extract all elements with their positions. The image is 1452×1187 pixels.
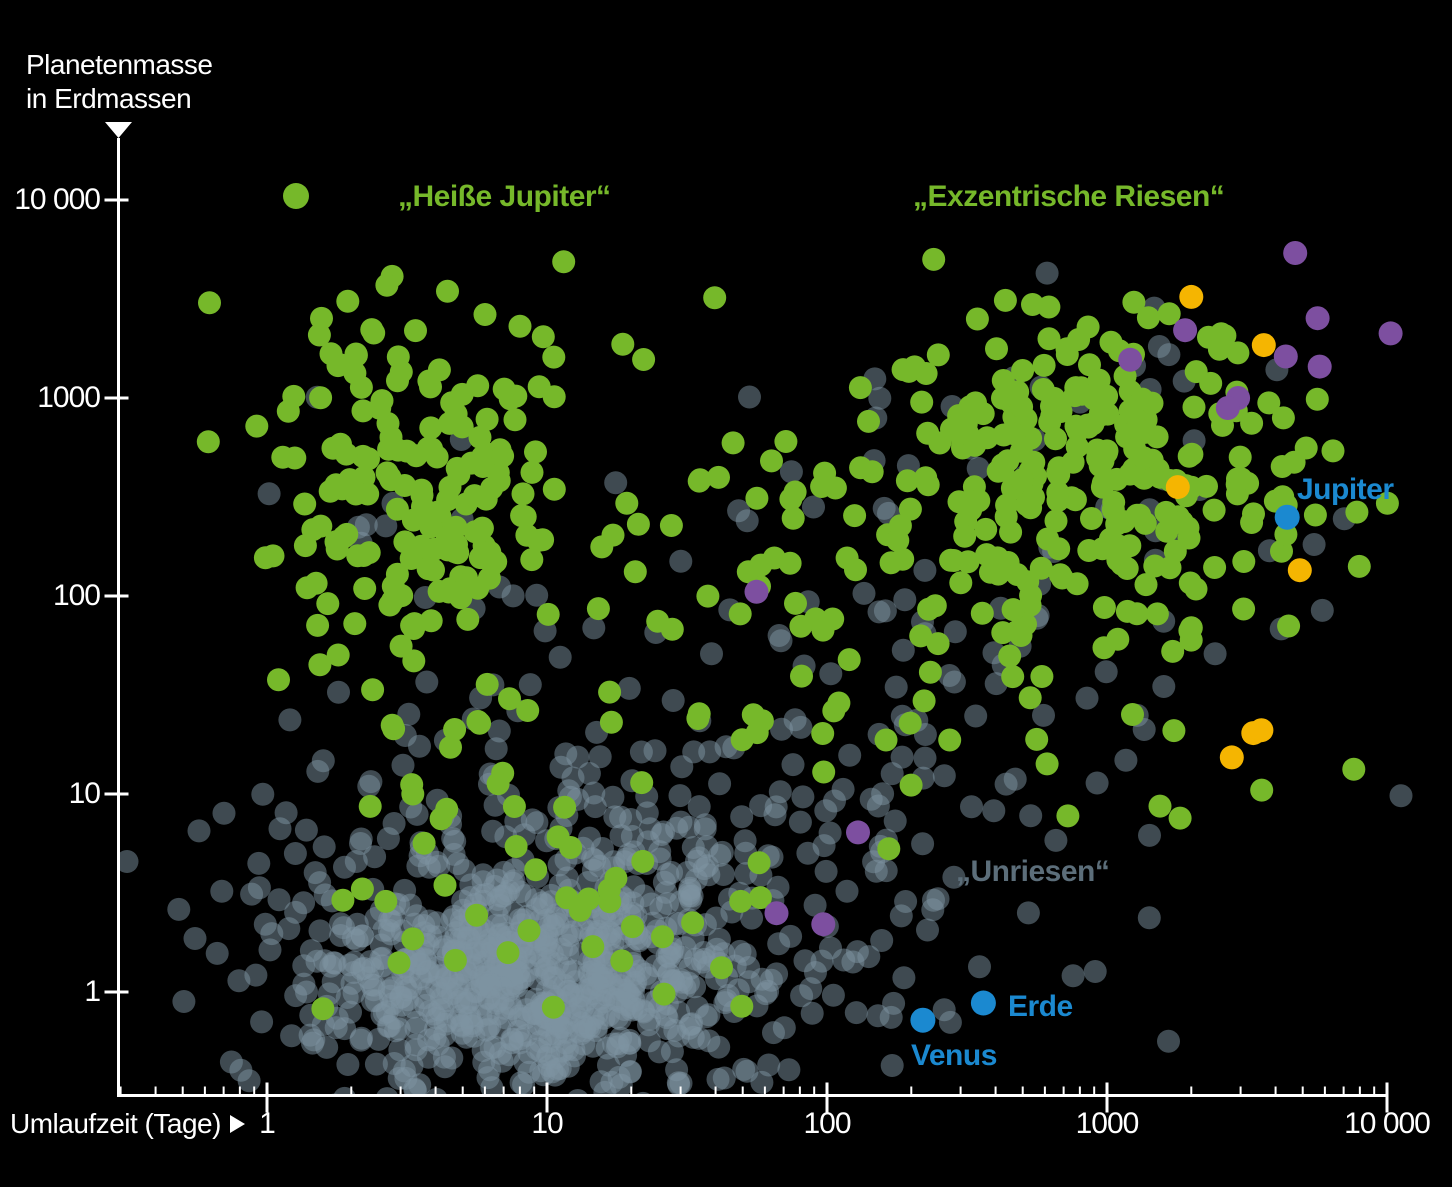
- annotation-exzentrische-riesen: „Exzentrische Riesen“: [913, 180, 1225, 213]
- y-axis-title-line2: in Erdmassen: [26, 83, 192, 114]
- y-tick-1: 1: [84, 975, 101, 1008]
- purple-point: [1305, 306, 1330, 331]
- y-axis-title-line1: Planetenmasse: [26, 49, 213, 80]
- annotation-heisse-jupiter: „Heiße Jupiter“: [398, 180, 611, 213]
- purple-point: [1378, 321, 1403, 346]
- annotation-venus: Venus: [911, 1039, 997, 1072]
- orange-point: [1165, 475, 1190, 500]
- jupiter-point: [1274, 504, 1300, 530]
- orange-point: [1287, 558, 1312, 583]
- purple-point: [1118, 347, 1143, 372]
- x-tick-10000: 10 000: [1344, 1107, 1431, 1140]
- orange-point: [1179, 284, 1204, 309]
- purple-point: [744, 579, 769, 604]
- erde-point: [970, 990, 996, 1016]
- purple-point: [1283, 241, 1308, 265]
- orange-point: [1251, 333, 1276, 358]
- purple-point: [1173, 318, 1198, 343]
- giant-points-layer: [196, 247, 1399, 1021]
- x-axis-arrow-icon: [229, 1115, 245, 1133]
- x-tick-1000: 1000: [1075, 1107, 1140, 1140]
- highlight-points-layer: [744, 241, 1403, 937]
- x-tick-100: 100: [803, 1107, 851, 1140]
- x-axis-title-text: Umlaufzeit (Tage): [10, 1108, 221, 1139]
- y-axis-arrow-icon: [105, 122, 132, 138]
- x-axis-title: Umlaufzeit (Tage): [10, 1106, 245, 1142]
- purple-point: [1307, 354, 1332, 379]
- venus-point: [910, 1007, 936, 1033]
- purple-point: [1273, 344, 1298, 369]
- purple-point: [846, 820, 870, 845]
- legend-dot-hot-jupiter-icon: [283, 183, 309, 209]
- purple-point: [811, 912, 836, 937]
- annotation-jupiter: Jupiter: [1297, 473, 1394, 506]
- orange-point: [1219, 745, 1244, 770]
- axes: [104, 122, 1389, 1113]
- y-axis-title: Planetenmasse in Erdmassen: [26, 48, 213, 116]
- x-tick-10: 10: [531, 1107, 563, 1140]
- purple-point: [764, 901, 789, 926]
- purple-point: [1215, 396, 1240, 420]
- y-tick-1000: 1000: [37, 381, 101, 414]
- orange-point: [1249, 718, 1274, 743]
- x-tick-1: 1: [259, 1107, 276, 1140]
- y-tick-10000: 10 000: [14, 183, 101, 216]
- y-tick-100: 100: [52, 579, 101, 612]
- annotation-unriesen: „Unriesen“: [956, 855, 1110, 888]
- y-tick-10: 10: [68, 777, 101, 810]
- solar-system-points-layer: [910, 504, 1300, 1033]
- annotation-erde: Erde: [1008, 990, 1073, 1023]
